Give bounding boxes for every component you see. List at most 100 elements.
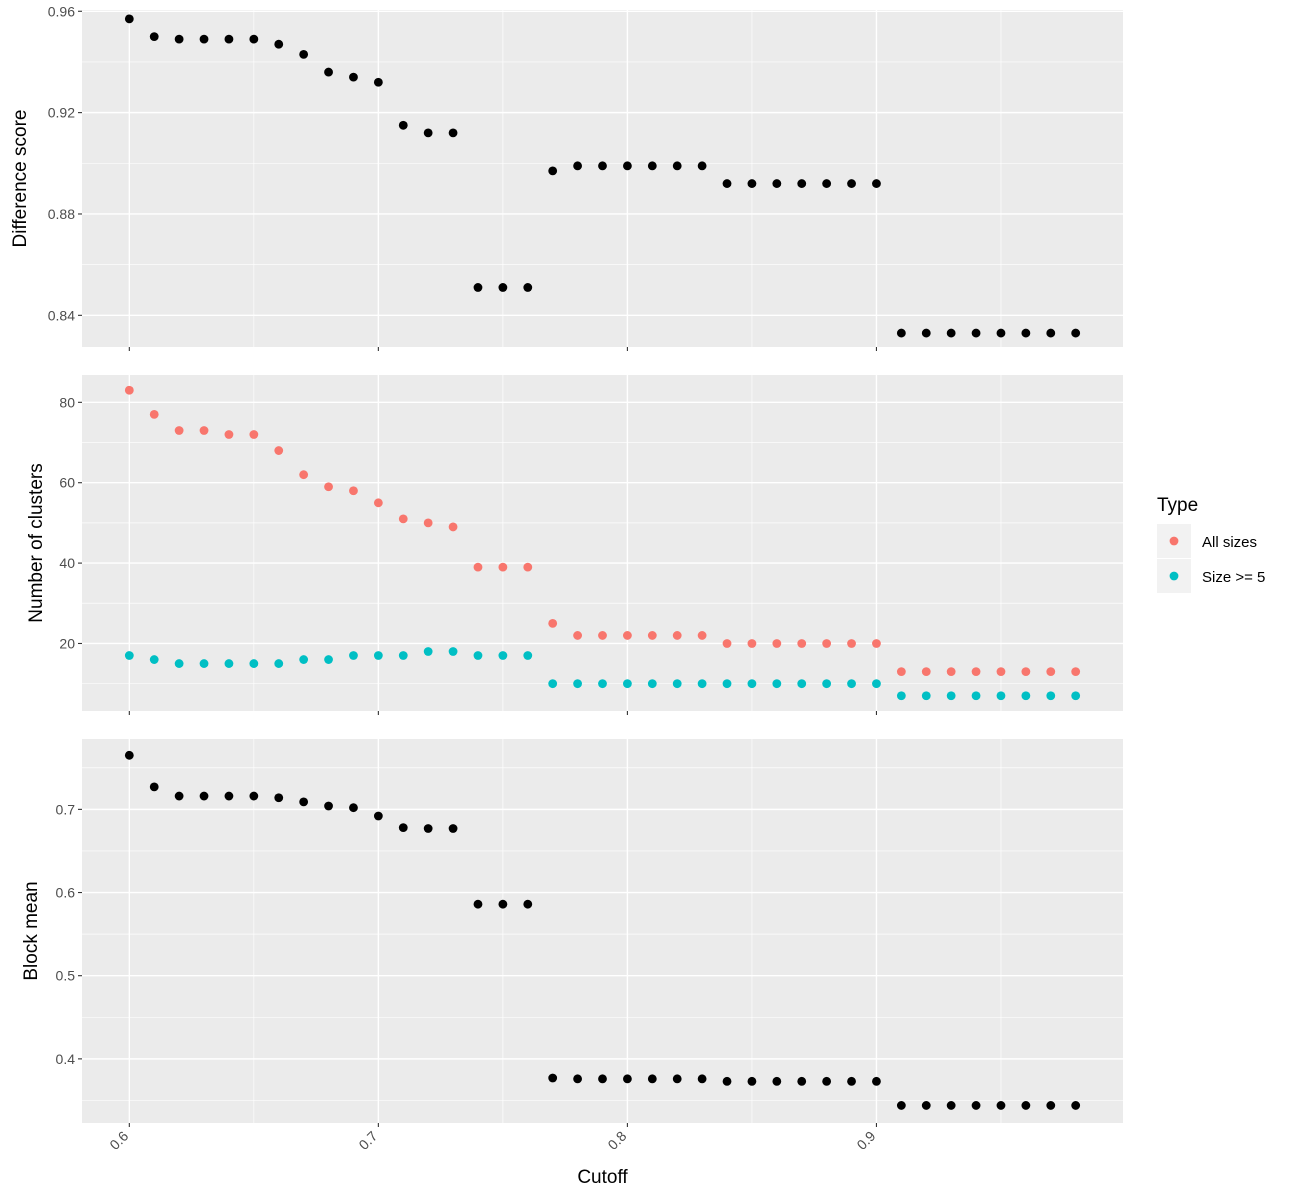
data-point (249, 430, 259, 439)
data-point (946, 667, 956, 677)
data-point (349, 72, 358, 82)
data-point (996, 1101, 1006, 1110)
data-point (448, 128, 458, 138)
data-point (1071, 328, 1081, 338)
data-point (498, 899, 508, 909)
data-point (573, 679, 582, 689)
data-point (149, 782, 159, 792)
data-point (996, 667, 1006, 677)
data-point (523, 651, 533, 660)
data-point (124, 750, 134, 760)
data-point (199, 34, 209, 44)
legend-swatch (1169, 536, 1179, 546)
data-point (398, 514, 408, 524)
data-point (722, 1076, 732, 1086)
data-point (971, 1101, 981, 1110)
data-point (274, 446, 284, 455)
y-tick-label: 0.96 (48, 3, 75, 19)
data-point (647, 679, 657, 689)
data-point (598, 161, 607, 171)
data-point (373, 77, 383, 87)
data-point (896, 667, 906, 677)
data-point (996, 691, 1006, 701)
data-point (672, 1074, 682, 1084)
data-point (847, 679, 856, 689)
data-point (498, 651, 508, 660)
data-point (274, 793, 284, 803)
data-point (921, 691, 931, 701)
data-point (598, 1074, 607, 1084)
data-point (672, 679, 682, 689)
data-point (423, 647, 433, 656)
data-point (149, 409, 159, 419)
data-point (249, 791, 259, 801)
y-tick-label: 80 (59, 394, 75, 410)
data-point (598, 631, 607, 640)
data-point (921, 667, 931, 677)
y-axis-title: Difference score (10, 110, 31, 248)
data-point (373, 811, 383, 821)
data-point (1021, 328, 1031, 338)
data-point (772, 679, 782, 689)
y-tick-label: 0.88 (48, 206, 75, 222)
data-point (872, 1076, 881, 1086)
data-point (548, 679, 558, 689)
data-point (473, 899, 483, 909)
data-point (1046, 328, 1056, 338)
data-point (224, 430, 234, 439)
data-point (149, 655, 159, 664)
legend-swatch (1169, 571, 1179, 581)
data-point (274, 659, 284, 668)
data-point (398, 651, 408, 660)
data-point (573, 631, 582, 640)
legend-label: All sizes (1202, 534, 1257, 551)
data-point (224, 659, 234, 668)
data-point (921, 1101, 931, 1110)
data-point (847, 179, 856, 188)
data-point (797, 179, 807, 188)
data-point (448, 824, 458, 833)
y-tick-label: 40 (59, 555, 75, 571)
legend-entry: Size >= 5 (1157, 559, 1265, 593)
data-point (498, 562, 508, 572)
data-point (523, 562, 533, 572)
data-point (772, 639, 782, 648)
data-point (872, 639, 881, 648)
y-axis-title: Block mean (21, 881, 42, 980)
data-point (349, 486, 358, 496)
data-point (299, 797, 309, 807)
data-point (224, 791, 234, 801)
data-point (423, 824, 433, 833)
series-1 (124, 750, 1081, 1110)
data-point (623, 679, 632, 689)
data-point (373, 651, 383, 660)
data-point (946, 328, 956, 338)
data-point (174, 34, 184, 44)
data-point (548, 166, 558, 176)
data-point (847, 639, 856, 648)
data-point (722, 639, 732, 648)
data-point (299, 655, 309, 664)
data-point (697, 161, 707, 171)
data-point (772, 1076, 782, 1086)
data-point (373, 498, 383, 508)
y-tick-label: 0.5 (56, 968, 76, 984)
panel-background (82, 10, 1123, 347)
data-point (672, 631, 682, 640)
data-point (822, 679, 832, 689)
x-axis-title: Cutoff (577, 1167, 628, 1188)
data-point (623, 1074, 632, 1084)
data-point (598, 679, 607, 689)
series-1 (124, 385, 1081, 677)
data-point (423, 518, 433, 528)
y-tick-label: 0.6 (56, 885, 76, 901)
x-tick-label: 0.6 (106, 1128, 131, 1153)
data-point (423, 128, 433, 138)
data-point (971, 691, 981, 701)
data-point (797, 679, 807, 689)
y-tick-label: 0.4 (56, 1051, 76, 1067)
data-point (946, 1101, 956, 1110)
y-tick-label: 0.7 (56, 801, 76, 817)
panel-background (82, 739, 1123, 1123)
data-point (1071, 667, 1081, 677)
